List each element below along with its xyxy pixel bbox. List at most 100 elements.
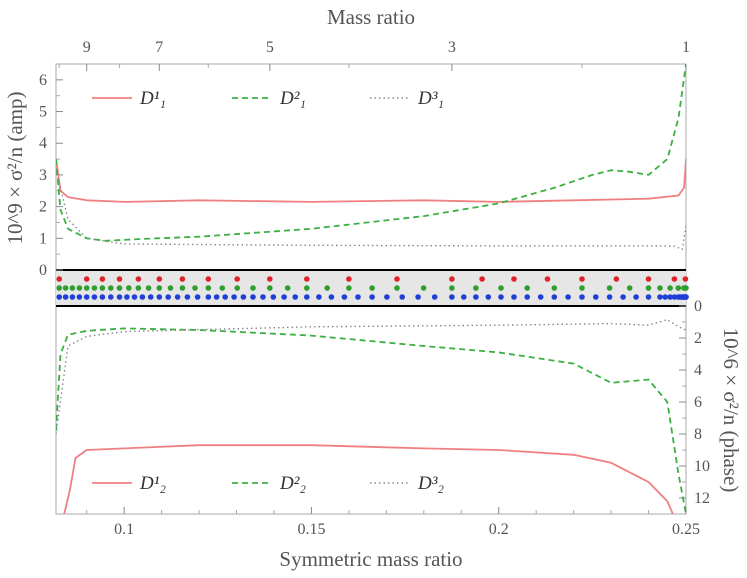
amp-curves xyxy=(56,64,686,251)
sample-dot xyxy=(675,285,682,291)
x-tick-label: 0.15 xyxy=(297,521,325,538)
sample-dot xyxy=(579,294,585,300)
sample-dot xyxy=(449,285,455,291)
sample-dot xyxy=(551,294,558,300)
phase-series-line-2 xyxy=(56,327,686,514)
sample-dot xyxy=(219,285,226,291)
sample-dot xyxy=(399,294,406,300)
sample-dot xyxy=(131,294,138,300)
sample-dot xyxy=(498,294,504,300)
sample-dot xyxy=(240,294,247,300)
sample-dot xyxy=(657,294,663,300)
sample-dot xyxy=(461,294,467,300)
sample-dot xyxy=(205,276,212,282)
sample-dot xyxy=(83,294,90,300)
sample-dot xyxy=(620,294,626,300)
sample-dot xyxy=(551,285,558,291)
sample-dot xyxy=(292,294,299,300)
amp-tick-label: 5 xyxy=(39,104,47,121)
sample-dot xyxy=(346,276,352,282)
phase-tick-label: 12 xyxy=(694,490,710,507)
amp-tick-label: 4 xyxy=(39,135,47,152)
sample-dot xyxy=(324,285,331,291)
sample-dot xyxy=(116,276,123,282)
sample-dot xyxy=(69,294,76,300)
sample-dot xyxy=(667,294,673,300)
sample-dot xyxy=(606,294,613,300)
sample-dot xyxy=(415,294,421,300)
phase_panel-legend-label: D²₂ xyxy=(279,473,306,494)
sample-dot xyxy=(473,285,479,291)
sample-dot xyxy=(593,294,599,300)
sample-dot xyxy=(449,294,455,300)
sample-dot xyxy=(99,285,106,291)
amp-series-line-1 xyxy=(56,158,686,203)
x-tick-label: 0.2 xyxy=(489,521,509,538)
sample-dot xyxy=(473,294,479,300)
sample-dot xyxy=(579,276,585,282)
sample-dot xyxy=(384,294,390,300)
sample-dot xyxy=(205,294,212,300)
phase-tick-label: 4 xyxy=(694,362,702,379)
sample-dot xyxy=(657,285,663,291)
amp-series-line-2 xyxy=(56,64,686,242)
sample-dot xyxy=(270,294,277,300)
top-axis-title: Mass ratio xyxy=(327,5,415,29)
phase-tick-label: 6 xyxy=(694,394,702,411)
sample-dot xyxy=(260,294,266,300)
top-tick-label: 9 xyxy=(83,39,91,56)
phase_panel-legend-label: D¹₂ xyxy=(139,473,166,494)
top-tick-label: 5 xyxy=(266,39,274,56)
sample-dot xyxy=(524,285,530,291)
sample-dot xyxy=(304,276,310,282)
sample-dot xyxy=(145,285,152,291)
sample-dot xyxy=(626,285,633,291)
sample-dot xyxy=(116,294,123,300)
sample-dot xyxy=(394,276,400,282)
sample-dot xyxy=(420,285,427,291)
sample-dot xyxy=(139,294,146,300)
sample-dot xyxy=(194,294,201,300)
sample-dot xyxy=(83,276,90,282)
sample-dot xyxy=(667,285,673,291)
right-axis-title: 10^6 × σ²/n (phase) xyxy=(719,328,743,493)
sample-dot xyxy=(369,294,375,300)
sample-dot xyxy=(304,285,310,291)
left-axis-title: 10^9 × σ²/n (amp) xyxy=(3,91,27,244)
sample-dots xyxy=(56,276,689,300)
phase-tick-label: 0 xyxy=(694,298,702,315)
sample-dot xyxy=(179,276,186,282)
sample-dot xyxy=(83,285,90,291)
sample-dot xyxy=(485,294,492,300)
amp-series-line-3 xyxy=(56,168,686,251)
amp_panel-legend-label: D³₁ xyxy=(417,88,444,109)
sample-dot xyxy=(681,285,687,291)
sample-dot xyxy=(76,294,83,300)
sample-dot xyxy=(156,285,163,291)
sample-dot xyxy=(76,285,83,291)
x-tick-label: 0.1 xyxy=(114,521,134,538)
amp-tick-label: 6 xyxy=(39,72,47,89)
sample-dot xyxy=(205,285,212,291)
sample-dot xyxy=(645,276,652,282)
sample-dot xyxy=(234,285,240,291)
bottom-axis-title: Symmetric mass ratio xyxy=(279,547,462,571)
legends: D¹₁ D²₁ D³₁ D¹₂ D²₂ D³₂ xyxy=(92,88,444,494)
sample-dot xyxy=(108,285,114,291)
sample-dot xyxy=(304,294,310,300)
sample-dot xyxy=(62,285,69,291)
sample-dot xyxy=(91,285,98,291)
phase-tick-label: 10 xyxy=(694,458,710,475)
sample-dot xyxy=(662,294,668,300)
sample-dot xyxy=(126,285,132,291)
sample-dot xyxy=(135,285,142,291)
sample-dot xyxy=(511,294,517,300)
sample-dot xyxy=(355,294,361,300)
sample-dot xyxy=(675,294,682,300)
sample-dot xyxy=(511,276,517,282)
sample-dot xyxy=(316,294,322,300)
sample-dot xyxy=(56,276,62,282)
sample-dot xyxy=(524,294,530,300)
sample-dot xyxy=(99,276,106,282)
